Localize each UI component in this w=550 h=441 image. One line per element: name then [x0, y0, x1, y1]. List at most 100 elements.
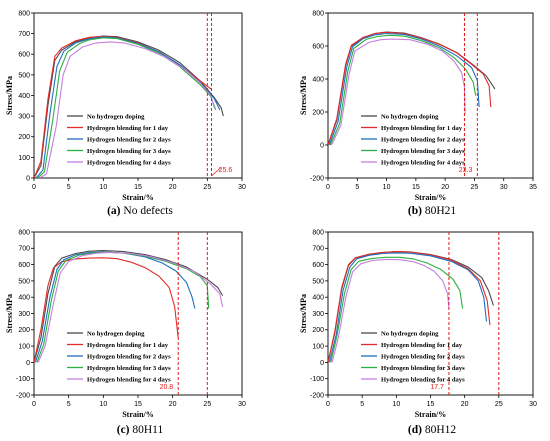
y-tick-label: 400	[18, 93, 30, 100]
y-tick-label: 500	[312, 278, 324, 285]
legend-label: Hydrogen blending for 3 days	[381, 365, 465, 372]
y-tick-label: 300	[18, 114, 30, 121]
series-line-3	[328, 252, 488, 363]
y-tick-label: 800	[312, 229, 324, 236]
y-tick-label: 600	[18, 52, 30, 59]
y-tick-label: 0	[320, 360, 324, 367]
legend-label: Hydrogen blending for 2 days	[381, 136, 465, 143]
legend-label: Hydrogen blending for 3 days	[87, 148, 171, 155]
y-tick-label: 700	[18, 246, 30, 253]
y-axis-label: Stress/MPa	[5, 76, 14, 115]
x-tick-label: 10	[99, 184, 107, 191]
y-tick-label: 700	[18, 31, 30, 38]
y-tick-label: 300	[18, 311, 30, 318]
failure-strain-annotation: 23.3	[459, 167, 473, 174]
x-tick-label: 5	[355, 184, 359, 191]
series-line-2	[328, 31, 492, 146]
y-tick-label: 800	[18, 229, 30, 236]
x-tick-label: 30	[529, 401, 537, 408]
y-tick-label: 400	[18, 295, 30, 302]
panel-caption: (a) No defects	[107, 205, 173, 217]
y-tick-label: 200	[18, 134, 30, 141]
y-axis-label: Stress/MPa	[5, 294, 14, 333]
y-tick-label: -200	[16, 392, 30, 399]
chart-panel-3: -200 -100 0 100 200 300 400 500 600 700 800 0 5 10 15 2…	[5, 229, 246, 419]
x-tick-label: 20	[169, 184, 177, 191]
x-tick-label: 25	[471, 184, 479, 191]
y-tick-label: -200	[310, 175, 324, 182]
legend-label: Hydrogen blending for 4 days	[87, 376, 171, 383]
y-axis-label: Stress/MPa	[299, 76, 308, 115]
y-tick-label: 200	[312, 327, 324, 334]
x-tick-label: 15	[427, 401, 435, 408]
y-tick-label: -200	[310, 392, 324, 399]
y-tick-label: 500	[18, 72, 30, 79]
panel-caption: (d) 80H12	[408, 424, 456, 436]
x-tick-label: 20	[461, 401, 469, 408]
x-tick-label: 30	[500, 184, 508, 191]
y-tick-label: 300	[312, 311, 324, 318]
legend-label: Hydrogen blending for 2 days	[87, 136, 171, 143]
panel-caption: (c) 80H11	[117, 424, 164, 436]
x-tick-label: 30	[238, 401, 246, 408]
y-tick-label: 600	[312, 262, 324, 269]
y-tick-label: 700	[312, 246, 324, 253]
x-tick-label: 20	[441, 184, 449, 191]
x-tick-label: 10	[383, 184, 391, 191]
x-tick-label: 15	[134, 184, 142, 191]
legend-label: Hydrogen blending for 4 days	[381, 376, 465, 383]
y-tick-label: 400	[312, 295, 324, 302]
y-tick-label: 600	[18, 262, 30, 269]
legend-label: No hydrogen doping	[381, 330, 439, 337]
series-line-1	[34, 35, 224, 178]
y-axis-label: Stress/MPa	[299, 294, 308, 333]
series-line-2	[328, 251, 491, 363]
annotation-leader	[211, 167, 221, 177]
y-tick-label: 100	[312, 344, 324, 351]
y-tick-label: 0	[320, 142, 324, 149]
series-line-4	[330, 256, 464, 363]
series-line-3	[35, 36, 221, 178]
series-line-2	[34, 257, 179, 363]
series-line-4	[329, 34, 477, 146]
legend-label: Hydrogen blending for 3 days	[381, 148, 465, 155]
x-tick-label: 25	[495, 401, 503, 408]
legend-label: Hydrogen blending for 3 days	[87, 365, 171, 372]
x-tick-label: 0	[32, 401, 36, 408]
legend-label: Hydrogen blending for 4 days	[87, 159, 171, 166]
x-tick-label: 20	[169, 401, 177, 408]
x-axis-label: Strain/%	[122, 193, 154, 202]
legend-label: Hydrogen blending for 1 day	[381, 125, 463, 132]
series-line-5	[331, 38, 466, 146]
legend-label: Hydrogen blending for 1 day	[381, 342, 463, 349]
y-tick-label: -100	[16, 376, 30, 383]
x-tick-label: 25	[203, 401, 211, 408]
x-tick-label: 15	[134, 401, 142, 408]
y-tick-label: 800	[312, 10, 324, 17]
x-tick-label: 0	[326, 401, 330, 408]
x-axis-label: Strain/%	[415, 193, 447, 202]
series-line-5	[37, 251, 224, 363]
x-tick-label: 35	[529, 184, 537, 191]
x-tick-label: 0	[326, 184, 330, 191]
x-tick-label: 25	[203, 184, 211, 191]
x-tick-label: 0	[32, 184, 36, 191]
y-tick-label: 0	[26, 175, 30, 182]
y-tick-label: 200	[18, 327, 30, 334]
y-tick-label: 200	[312, 109, 324, 116]
y-tick-label: 500	[18, 278, 30, 285]
x-tick-label: 10	[99, 401, 107, 408]
series-line-3	[328, 32, 480, 146]
series-line-1	[34, 250, 224, 363]
legend-label: Hydrogen blending for 2 days	[381, 353, 465, 360]
x-tick-label: 15	[412, 184, 420, 191]
legend-label: No hydrogen doping	[381, 113, 439, 120]
x-tick-label: 5	[67, 184, 71, 191]
y-tick-label: 100	[18, 344, 30, 351]
x-tick-label: 30	[238, 184, 246, 191]
x-axis-label: Strain/%	[415, 410, 447, 419]
legend-label: No hydrogen doping	[87, 330, 145, 337]
panel-caption: (b) 80H21	[408, 205, 456, 217]
